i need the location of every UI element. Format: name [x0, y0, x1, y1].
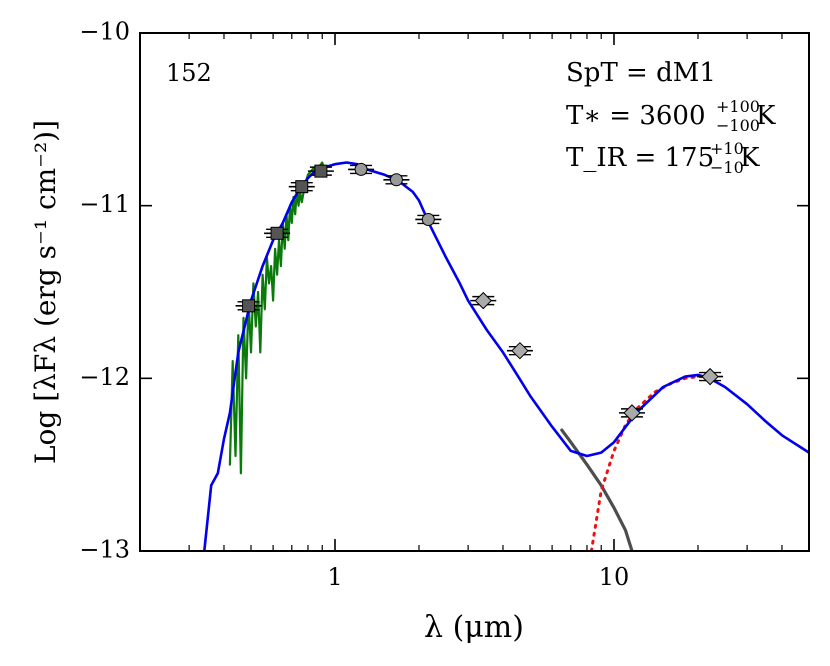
stellar-temperature-error-down: −100	[716, 116, 760, 135]
y-axis-label: Log [λFλ (erg s⁻¹ cm⁻²)]	[29, 120, 62, 464]
data-point-circle	[348, 162, 375, 176]
data-point-square	[288, 180, 315, 194]
y-tick-label-minus11: −11	[79, 190, 130, 218]
stellar-temperature-unit: K	[756, 101, 776, 131]
stellar-temperature-error-up: +100	[716, 97, 760, 116]
data-point-square	[235, 299, 262, 313]
data-point-diamond	[506, 341, 533, 360]
data-point-circle	[383, 173, 410, 187]
ir-temperature-annotation: T_IR = 175	[566, 143, 714, 173]
ir-temperature-unit: K	[740, 143, 760, 173]
x-axis-label: λ (μm)	[424, 610, 524, 645]
series-line-red-dotted	[589, 375, 711, 551]
y-tick-label-minus13: −13	[79, 536, 130, 564]
ir-temperature-error-down: −10	[710, 158, 744, 177]
spectral-type-annotation: SpT = dM1	[566, 58, 716, 88]
series-line-green-solid	[228, 161, 326, 475]
panel-id: 152	[166, 59, 212, 87]
data-point-diamond	[618, 404, 645, 422]
series-line-gray-solid	[560, 428, 634, 551]
data-point-square	[307, 164, 334, 178]
points-layer	[235, 162, 724, 422]
plot-frame	[139, 32, 810, 552]
data-point-square	[264, 226, 291, 240]
x-tick-label-1: 1	[327, 563, 342, 591]
x-tick-label-10: 10	[599, 563, 630, 591]
y-tick-label-minus10: −10	[79, 18, 130, 46]
data-point-diamond	[697, 367, 724, 386]
series-line-blue-solid	[203, 161, 809, 551]
series-layer	[203, 161, 809, 551]
data-point-circle	[415, 212, 442, 226]
ir-temperature-error-up: +10	[710, 139, 744, 158]
y-tick-label-minus12: −12	[79, 363, 130, 391]
ticks-layer	[139, 32, 810, 552]
stellar-temperature-annotation: T∗ = 3600	[566, 101, 706, 131]
data-point-diamond	[470, 291, 497, 310]
